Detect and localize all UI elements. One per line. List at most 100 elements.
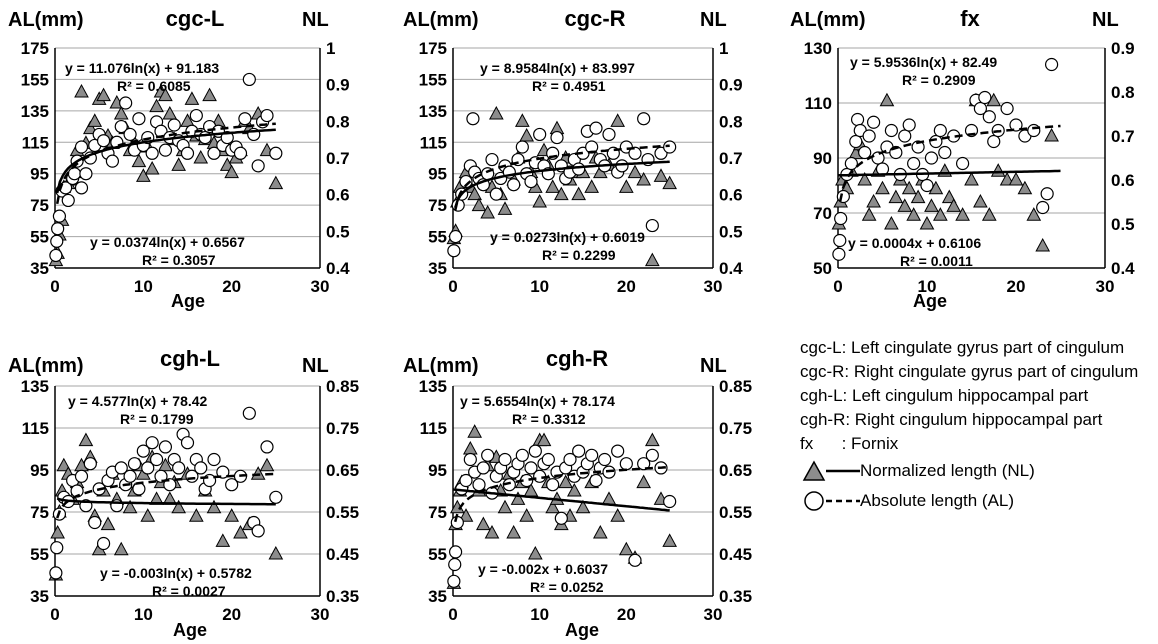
al-point xyxy=(233,146,248,160)
y-left-label: AL(mm) xyxy=(403,9,479,31)
y-left-tick-label: 135 xyxy=(21,102,49,121)
nl-point xyxy=(471,197,487,212)
al-point xyxy=(463,452,477,467)
al-point xyxy=(242,406,256,420)
legend-item: fx : Fornix xyxy=(800,434,1150,454)
al-point xyxy=(119,96,133,110)
al-point xyxy=(242,72,256,87)
al-fit-r2: R² = 0.4951 xyxy=(532,78,606,94)
al-fit-r2: R² = 0.6085 xyxy=(117,78,191,94)
y-right-tick-label: 0.6 xyxy=(1111,171,1135,190)
nl-point xyxy=(250,466,266,480)
triangle-line-symbol xyxy=(802,460,860,481)
nl-fit-r2: R² = 0.0011 xyxy=(900,253,973,269)
al-point xyxy=(50,234,64,248)
al-point xyxy=(611,444,625,458)
x-tick-label: 0 xyxy=(833,277,842,296)
y-right-tick-label: 0.5 xyxy=(1111,215,1135,234)
nl-point xyxy=(575,499,591,514)
x-tick-label: 20 xyxy=(617,277,636,296)
nl-point xyxy=(532,193,548,208)
x-axis-label: Age xyxy=(913,291,947,311)
legend-abbr: cgh-R: xyxy=(800,410,855,429)
al-point xyxy=(832,247,846,261)
nl-point xyxy=(87,113,103,127)
al-point xyxy=(136,444,150,458)
y-right-tick-label: 0.9 xyxy=(719,76,743,95)
al-point xyxy=(554,511,568,525)
legend-abbr: cgc-L: xyxy=(800,338,852,357)
nl-point xyxy=(497,499,513,514)
y-left-tick-label: 55 xyxy=(30,228,49,247)
x-tick-label: 0 xyxy=(50,605,59,624)
al-point xyxy=(141,461,155,475)
al-point xyxy=(524,174,538,189)
nl-fit-line xyxy=(454,160,670,209)
y-right-tick-label: 0.45 xyxy=(719,545,752,564)
nl-point xyxy=(462,440,478,455)
nl-point xyxy=(1017,180,1033,195)
legend-text: Left cingulate gyrus part of cingulum xyxy=(851,338,1125,357)
nl-point xyxy=(919,215,935,230)
y-right-tick-label: 0.45 xyxy=(326,545,359,564)
nl-point xyxy=(259,457,275,472)
nl-point xyxy=(184,91,200,105)
nl-point xyxy=(999,171,1015,186)
al-point xyxy=(507,178,521,192)
x-tick-label: 30 xyxy=(704,277,723,296)
al-point xyxy=(49,566,63,580)
y-right-tick-label: 0.4 xyxy=(1111,259,1135,278)
al-point xyxy=(51,222,65,236)
al-point xyxy=(862,129,876,143)
al-point xyxy=(158,143,173,157)
al-point xyxy=(602,127,616,142)
legend-abbr: cgh-L: xyxy=(800,386,852,405)
al-point xyxy=(866,115,881,129)
al-fit-line xyxy=(55,122,276,205)
al-point xyxy=(619,457,633,471)
nl-point xyxy=(113,541,129,556)
al-point xyxy=(149,452,164,467)
al-point xyxy=(476,461,490,475)
nl-fit-line xyxy=(838,169,1061,177)
al-fit-line xyxy=(453,465,670,523)
nl-point xyxy=(866,193,881,208)
panel-title: cgc-R xyxy=(564,6,625,31)
al-point xyxy=(645,448,659,462)
x-tick-label: 20 xyxy=(617,605,636,624)
al-point xyxy=(207,146,221,160)
al-point xyxy=(260,440,274,454)
legend-abbr: fx xyxy=(800,434,842,453)
nl-point xyxy=(910,189,926,204)
al-point xyxy=(938,145,952,160)
nl-point xyxy=(180,113,195,127)
al-point xyxy=(955,156,970,171)
al-point xyxy=(982,110,996,124)
al-fit-r2: R² = 0.2909 xyxy=(902,72,976,88)
al-point xyxy=(158,440,173,454)
y-left-tick-label: 35 xyxy=(428,587,447,606)
al-point xyxy=(180,436,195,450)
nl-fit-equation: y = -0.003ln(x) + 0.5782 xyxy=(100,565,252,581)
nl-point xyxy=(1008,171,1024,186)
y-left-tick-label: 50 xyxy=(813,259,832,278)
y-right-tick-label: 0.65 xyxy=(719,461,752,480)
nl-point xyxy=(653,168,669,182)
al-point xyxy=(123,127,137,142)
legend-al-label: Absolute length (AL) xyxy=(860,491,1015,510)
x-tick-label: 10 xyxy=(134,277,153,296)
al-fit-equation: y = 5.9536ln(x) + 82.49 xyxy=(850,54,997,70)
al-point xyxy=(550,130,564,145)
y-left-tick-label: 75 xyxy=(30,503,49,522)
al-point xyxy=(585,448,599,462)
nl-point xyxy=(897,198,913,212)
y-left-tick-label: 75 xyxy=(428,196,447,215)
x-tick-label: 30 xyxy=(1096,277,1115,296)
al-point xyxy=(269,146,283,160)
al-point xyxy=(114,461,128,475)
x-tick-label: 10 xyxy=(918,277,937,296)
al-point xyxy=(449,229,463,244)
nl-point xyxy=(888,189,904,204)
nl-point xyxy=(884,215,899,230)
y-right-label: NL xyxy=(302,355,329,377)
